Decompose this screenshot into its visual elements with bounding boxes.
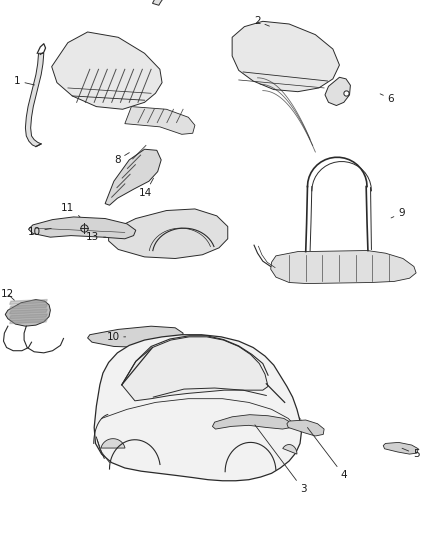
Polygon shape (10, 309, 47, 314)
Polygon shape (105, 149, 161, 205)
Polygon shape (232, 21, 339, 92)
Text: 6: 6 (380, 94, 394, 103)
Text: 4: 4 (307, 427, 347, 480)
Text: 8: 8 (114, 152, 129, 165)
Polygon shape (94, 335, 301, 481)
Polygon shape (101, 439, 125, 448)
Text: 9: 9 (391, 208, 405, 218)
Polygon shape (271, 251, 416, 284)
Polygon shape (383, 442, 418, 454)
Polygon shape (287, 420, 324, 436)
Polygon shape (28, 217, 136, 239)
Text: 2: 2 (254, 17, 269, 26)
Text: 10: 10 (28, 227, 51, 237)
Polygon shape (10, 300, 47, 304)
Polygon shape (25, 53, 44, 147)
Text: 13: 13 (86, 232, 106, 242)
Polygon shape (122, 337, 268, 401)
Polygon shape (212, 415, 293, 429)
Polygon shape (10, 314, 47, 319)
Text: 3: 3 (255, 425, 307, 494)
Polygon shape (52, 32, 162, 109)
Polygon shape (152, 0, 240, 5)
Text: 12: 12 (1, 289, 14, 300)
Polygon shape (109, 209, 228, 259)
Polygon shape (10, 319, 47, 324)
Polygon shape (5, 300, 50, 326)
Text: 14: 14 (139, 178, 153, 198)
Polygon shape (10, 304, 47, 309)
Text: 1: 1 (14, 76, 35, 86)
Text: 10: 10 (106, 332, 126, 342)
Polygon shape (125, 107, 195, 134)
Polygon shape (325, 77, 350, 106)
Polygon shape (88, 326, 183, 348)
Text: 5: 5 (402, 448, 420, 459)
Text: 11: 11 (61, 203, 80, 216)
Polygon shape (283, 445, 297, 454)
